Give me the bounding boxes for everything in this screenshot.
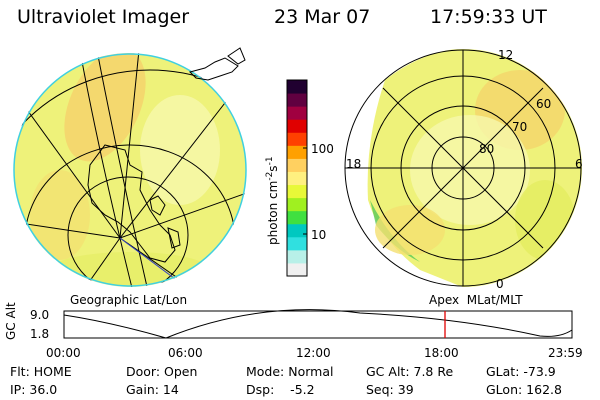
mlt-label-12: 12	[498, 48, 514, 62]
mlt-label-18: 18	[346, 157, 362, 171]
colorbar-segment	[287, 197, 307, 212]
instrument-title: Ultraviolet Imager	[17, 6, 190, 28]
timeline-y-label-top: 9.0	[30, 308, 50, 322]
colorbar-segment	[287, 93, 307, 107]
info-gc-alt: GC Alt: 7.8 Re	[366, 364, 454, 379]
timeline-x-label-0: 00:00	[46, 346, 81, 360]
colorbar-segment	[287, 223, 307, 238]
colorbar-segment	[287, 145, 307, 159]
apex-caption: Apex MLat/MLT	[429, 293, 523, 307]
colorbar-tick-100: 100	[311, 142, 334, 156]
time-label: 17:59:33 UT	[430, 6, 547, 28]
mlat-label-70: 70	[512, 120, 528, 134]
timeline-x-label-1: 06:00	[168, 346, 203, 360]
geographic-image	[13, 47, 247, 287]
info-dsp: Dsp: -5.2	[246, 382, 315, 397]
colorbar-segment	[287, 262, 307, 277]
colorbar-segment	[287, 249, 307, 264]
timeline-y-label-bottom: 1.8	[30, 327, 50, 341]
colorbar-segment	[287, 184, 307, 199]
mlt-label-0: 0	[496, 277, 504, 291]
mlat-label-80: 80	[479, 142, 495, 156]
apex-image	[344, 49, 582, 287]
info-glon: GLon: 162.8	[486, 382, 562, 397]
date-label: 23 Mar 07	[274, 6, 371, 28]
info-ip: IP: 36.0	[10, 382, 58, 397]
info-seq: Seq: 39	[366, 382, 414, 397]
info-flt: Flt: HOME	[10, 364, 72, 379]
altitude-timeline	[63, 309, 573, 339]
colorbar-segment	[287, 236, 307, 251]
colorbar-tick-10: 10	[311, 228, 327, 242]
colorbar-unit-label: photon cm-2s-1	[265, 156, 280, 245]
info-glat: GLat: -73.9	[486, 364, 556, 379]
intensity-colorbar	[286, 79, 308, 277]
info-gain: Gain: 14	[126, 382, 179, 397]
timeline-x-label-3: 18:00	[424, 346, 459, 360]
colorbar-frame	[286, 79, 308, 277]
colorbar-segment	[287, 171, 307, 186]
info-door: Door: Open	[126, 364, 198, 379]
colorbar-segment	[287, 132, 307, 146]
colorbar-segment	[287, 119, 307, 133]
timeline-x-label-4: 23:59	[548, 346, 583, 360]
colorbar-segment	[287, 158, 307, 172]
info-mode: Mode: Normal	[246, 364, 334, 379]
mlt-label-6: 6	[575, 157, 583, 171]
mlat-label-60: 60	[536, 97, 552, 111]
geographic-caption: Geographic Lat/Lon	[70, 293, 188, 307]
timeline-x-label-2: 12:00	[296, 346, 331, 360]
timeline-axis-title: GC Alt	[4, 302, 18, 340]
colorbar-segment	[287, 106, 307, 120]
colorbar-segment	[287, 210, 307, 225]
colorbar-segment	[287, 80, 307, 94]
